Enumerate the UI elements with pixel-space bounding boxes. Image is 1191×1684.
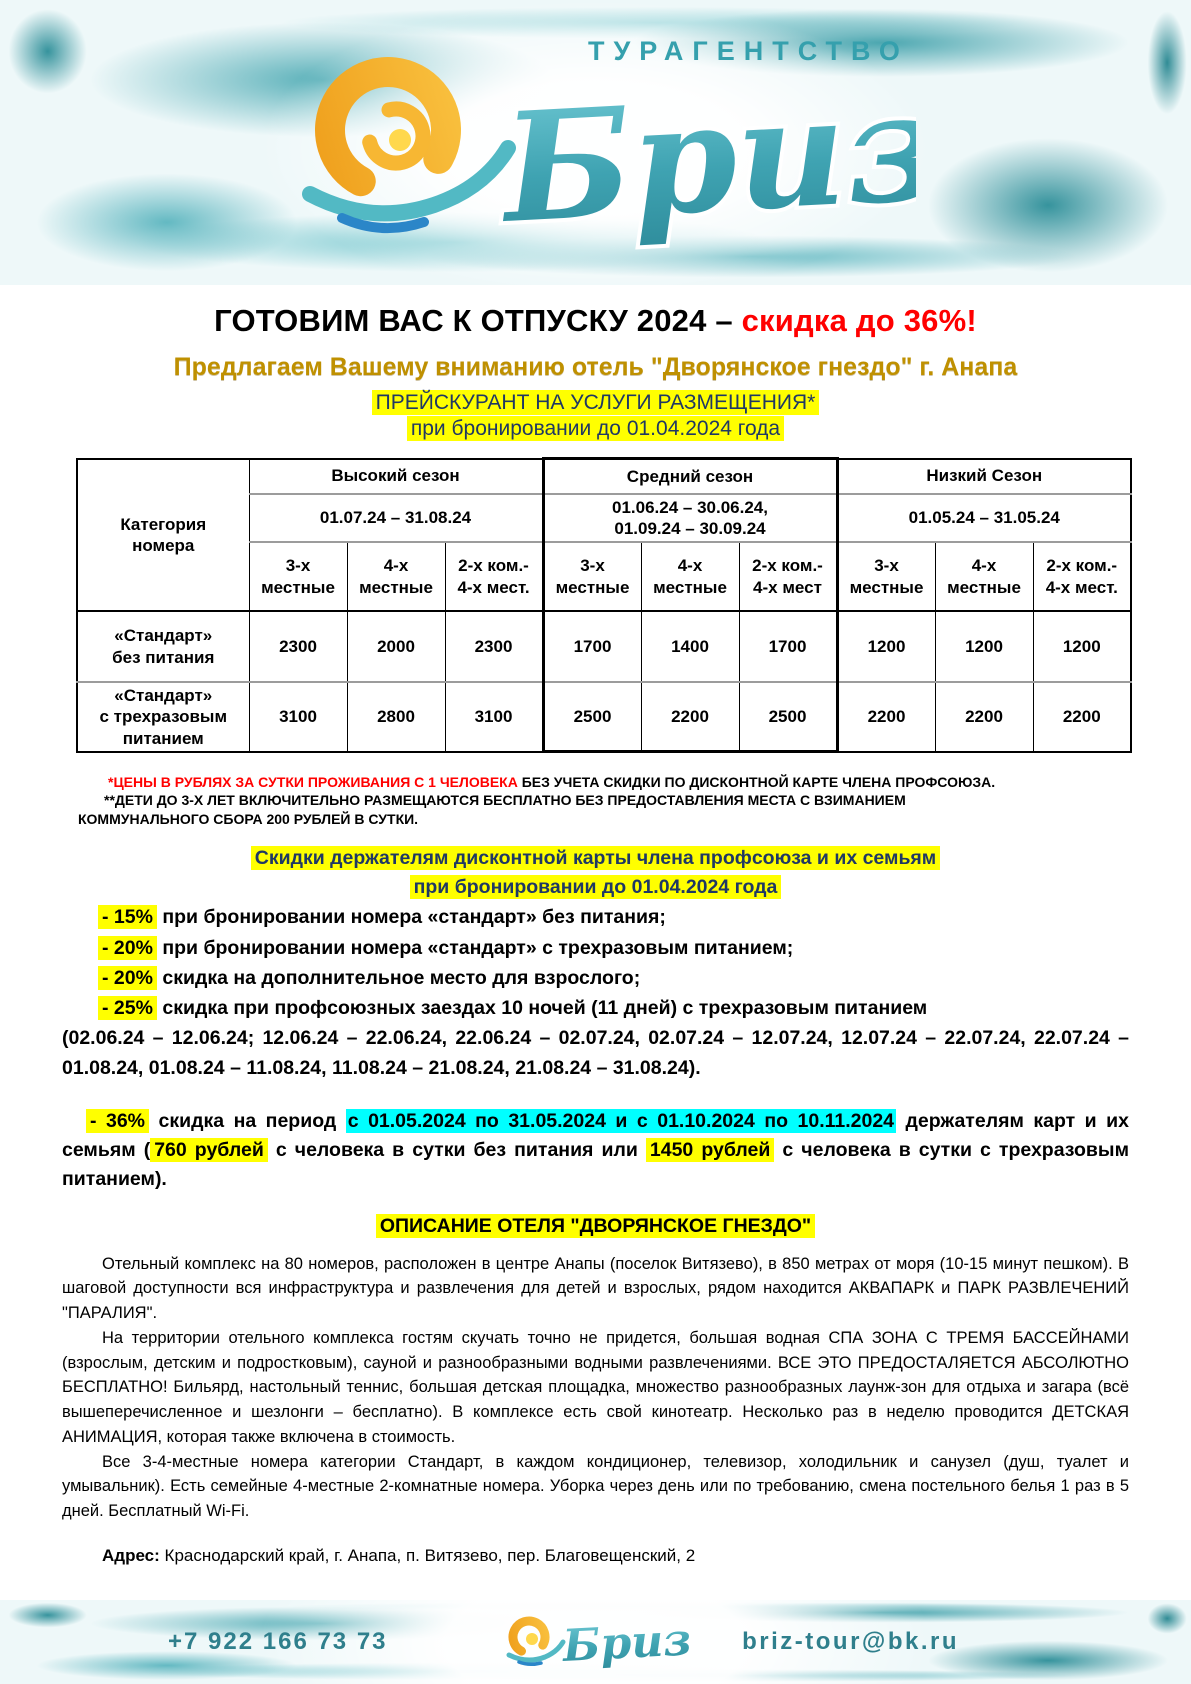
price-cell: 2500: [738, 681, 839, 754]
pricelist-subheading: при бронировании до 01.04.2024 года: [62, 416, 1129, 441]
room-type-cell: 3-х местные: [541, 541, 642, 612]
discount-item: - 15% при бронировании номера «стандарт»…: [98, 903, 1129, 932]
discount-pct: - 15%: [98, 905, 157, 930]
discounts-heading: Скидки держателям дисконтной карты члена…: [62, 844, 1129, 873]
footer-banner: +7 922 166 73 73 Бриз briz-tour@bk.ru: [0, 1600, 1191, 1684]
dates-cell: 01.05.24 – 31.05.24: [836, 493, 1132, 543]
room-type-cell: 4-х местные: [640, 541, 740, 612]
address-line: Адрес: Краснодарский край, г. Анапа, п. …: [62, 1546, 1129, 1566]
price-cell: 1200: [934, 610, 1034, 683]
discount-pct: - 36%: [86, 1108, 150, 1133]
fine-print-children: **ДЕТИ ДО 3-Х ЛЕТ ВКЛЮЧИТЕЛЬНО РАЗМЕЩАЮТ…: [78, 792, 906, 827]
hotel-subtitle: Предлагаем Вашему вниманию отель "Дворян…: [173, 353, 1018, 381]
room-type-cell: 3-х местные: [248, 541, 348, 612]
address-text: Краснодарский край, г. Анапа, п. Витязев…: [159, 1545, 696, 1565]
room-type-cell: 3-х местные: [836, 541, 936, 612]
hero-banner: ТУРАГЕНТСТВО Бриз: [0, 0, 1191, 285]
season-cell-low: Низкий Сезон: [836, 458, 1132, 495]
price-cell: 2800: [346, 681, 446, 753]
dates-cell: 01.07.24 – 31.08.24: [248, 493, 544, 543]
corner-cell: Категория номера: [76, 458, 250, 612]
price-cell: 1700: [738, 610, 839, 683]
discount-pct: - 20%: [98, 935, 157, 960]
category-cell: «Стандарт» без питания: [76, 610, 250, 683]
room-type-cell: 4-х местные: [934, 541, 1034, 612]
fine-print-red: *ЦЕНЫ В РУБЛЯХ ЗА СУТКИ ПРОЖИВАНИЯ С 1 Ч…: [108, 774, 518, 791]
main-title-discount: скидка до 36%!: [741, 303, 977, 338]
special-period: с 01.05.2024 по 31.05.2024 и с 01.10.202…: [345, 1108, 897, 1133]
sun-wave-icon: [506, 1616, 565, 1667]
footer-phone: +7 922 166 73 73: [168, 1628, 388, 1655]
room-type-cell: 2-х ком.- 4-х мест.: [1032, 541, 1132, 612]
main-title: ГОТОВИМ ВАС К ОТПУСКУ 2024 – скидка до 3…: [62, 303, 1129, 339]
pricelist-heading: ПРЕЙСКУРАНТ НА УСЛУГИ РАЗМЕЩЕНИЯ*: [62, 390, 1129, 415]
main-content: ГОТОВИМ ВАС К ОТПУСКУ 2024 – скидка до 3…: [0, 285, 1191, 1600]
price-cell: 2200: [836, 681, 936, 753]
footer-briz-logo: Бриз: [506, 1613, 691, 1674]
agency-label: ТУРАГЕНТСТВО: [588, 36, 909, 66]
price-cell: 1400: [640, 610, 740, 683]
price-cell: 2300: [444, 610, 544, 683]
price-cell: 3100: [444, 681, 544, 753]
fine-print-black: БЕЗ УЧЕТА СКИДКИ ПО ДИСКОНТНОЙ КАРТЕ ЧЛЕ…: [517, 774, 996, 791]
price-cell: 2300: [248, 610, 348, 683]
discount-item: - 25% скидка при профсоюзных заездах 10 …: [98, 994, 1129, 1023]
price-cell: 2200: [640, 681, 740, 754]
fine-print: *ЦЕНЫ В РУБЛЯХ ЗА СУТКИ ПРОЖИВАНИЯ С 1 Ч…: [78, 773, 1129, 828]
description-heading: ОПИСАНИЕ ОТЕЛЯ "ДВОРЯНСКОЕ ГНЕЗДО": [62, 1213, 1129, 1238]
brand-text: Бриз: [559, 1614, 690, 1672]
footer-email: briz-tour@bk.ru: [742, 1628, 959, 1655]
discount-item: - 20% при бронировании номера «стандарт»…: [98, 934, 1129, 963]
room-type-cell: 2-х ком.- 4-х мест: [738, 541, 839, 612]
price-cell: 1200: [836, 610, 936, 683]
special-price-2: 1450 рублей: [645, 1138, 775, 1163]
description-paragraph: На территории отельного комплекса гостям…: [62, 1328, 1129, 1446]
description-paragraph: Отельный комплекс на 80 номеров, располо…: [62, 1254, 1129, 1323]
main-title-black: ГОТОВИМ ВАС К ОТПУСКУ 2024 –: [214, 303, 742, 338]
room-type-cell: 2-х ком.- 4-х мест.: [444, 541, 544, 612]
price-cell: 2500: [541, 681, 642, 754]
price-cell: 2200: [1032, 681, 1132, 753]
brand-text: Бриз: [495, 58, 916, 257]
category-cell: «Стандарт» с трехразовым питанием: [76, 681, 250, 753]
sun-wave-icon: [301, 56, 516, 234]
price-cell: 1700: [541, 610, 642, 683]
special-price-1: 760 рублей: [150, 1138, 268, 1163]
discount-pct: - 25%: [98, 996, 157, 1021]
price-cell: 2000: [346, 610, 446, 683]
price-cell: 3100: [248, 681, 348, 753]
price-cell: 2200: [934, 681, 1034, 753]
season-cell-mid: Средний сезон: [541, 457, 839, 495]
dates-cell: 01.06.24 – 30.06.24, 01.09.24 – 30.09.24: [541, 493, 839, 543]
discount-dates-note: (02.06.24 – 12.06.24; 12.06.24 – 22.06.2…: [62, 1027, 1129, 1079]
briz-logo: ТУРАГЕНТСТВО Бриз: [301, 36, 916, 261]
season-cell-high: Высокий сезон: [248, 458, 544, 495]
description-paragraph: Все 3-4-местные номера категории Стандар…: [62, 1452, 1129, 1521]
discount-item: - 20% скидка на дополнительное место для…: [98, 964, 1129, 993]
price-cell: 1200: [1032, 610, 1132, 683]
room-type-cell: 4-х местные: [346, 541, 446, 612]
address-label: Адрес:: [102, 1545, 160, 1565]
special-discount: - 36% скидка на период с 01.05.2024 по 3…: [62, 1108, 1129, 1191]
price-table: Категория номера Высокий сезон Средний с…: [76, 457, 1132, 754]
discounts-subheading: при бронировании до 01.04.2024 года: [62, 873, 1129, 902]
discount-pct: - 20%: [98, 965, 157, 990]
